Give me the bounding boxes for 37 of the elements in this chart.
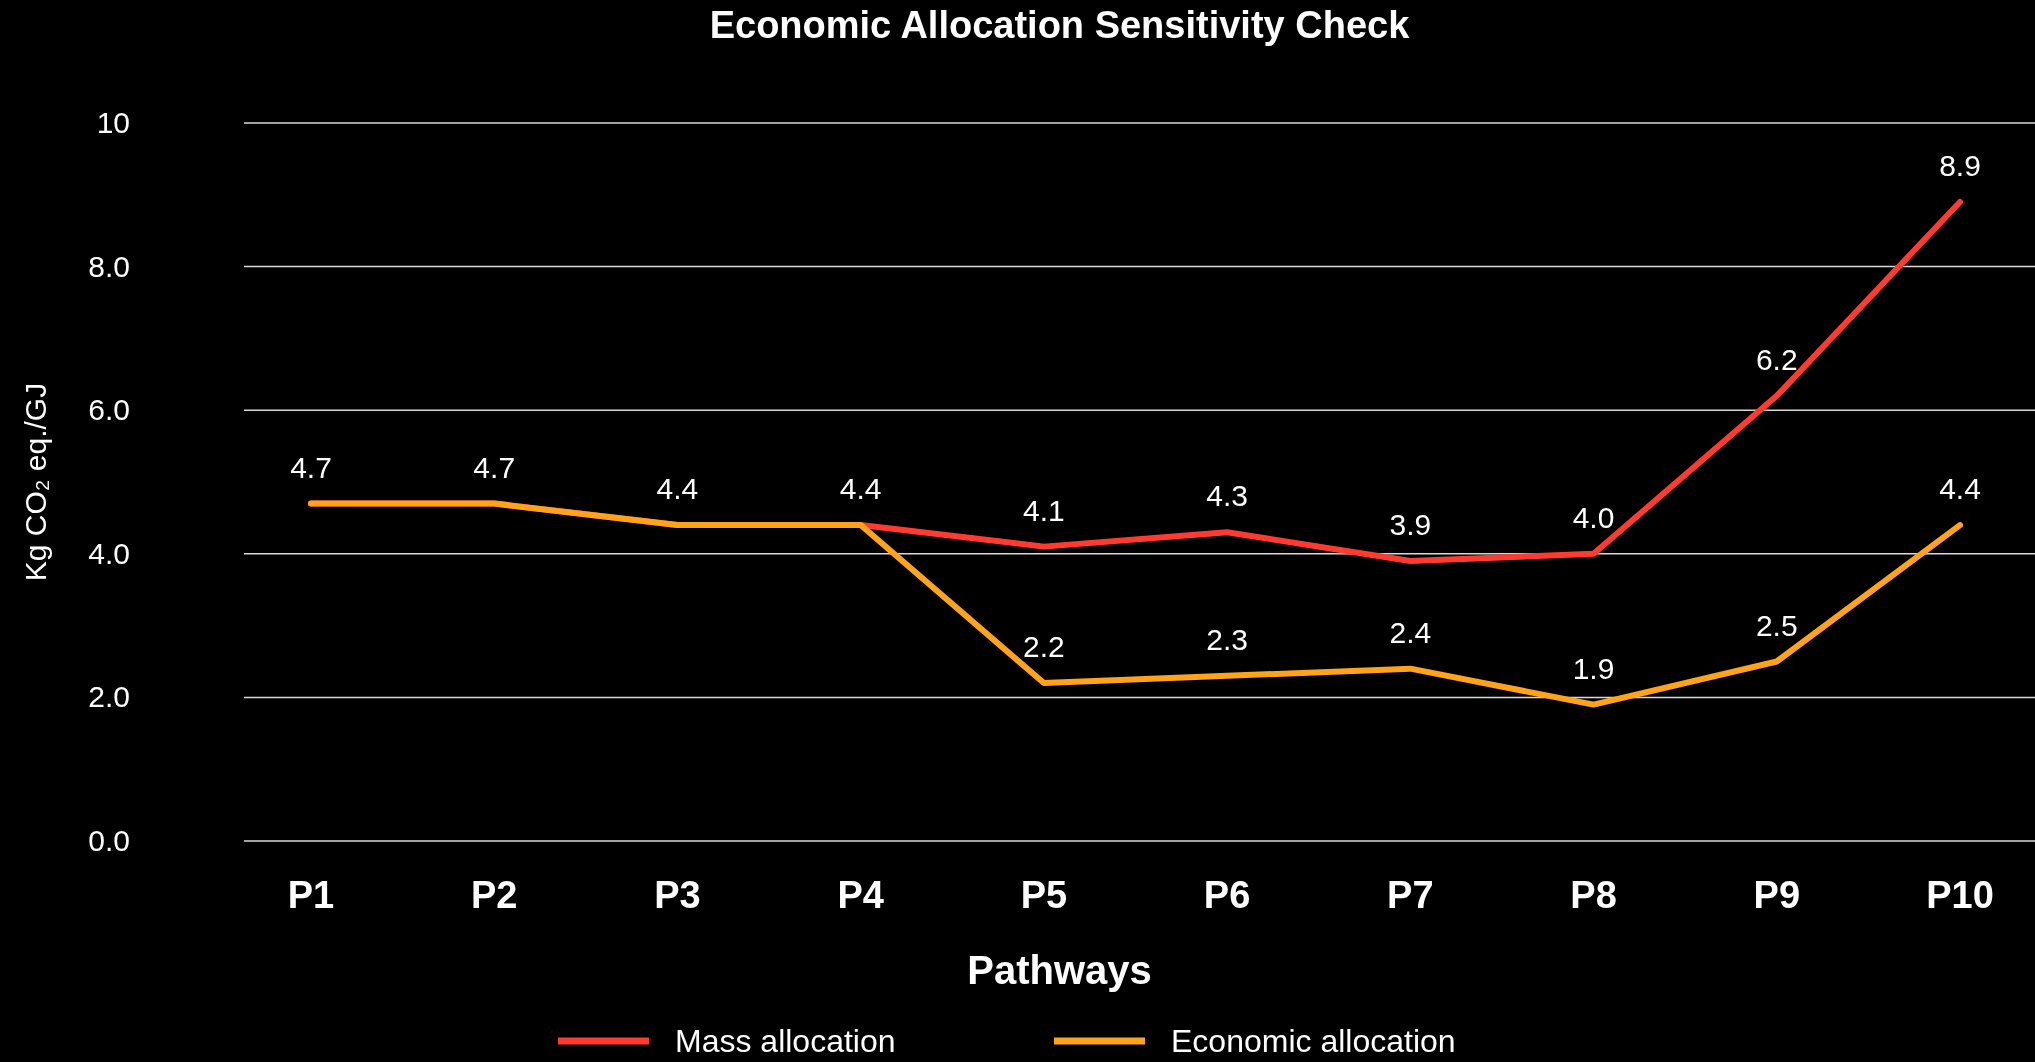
x-tick-label: P4 bbox=[837, 874, 884, 916]
y-tick-label: 8.0 bbox=[88, 249, 130, 283]
y-tick-label: 2.0 bbox=[88, 680, 130, 714]
x-tick-label: P5 bbox=[1020, 874, 1068, 916]
data-label: 3.9 bbox=[1389, 507, 1432, 541]
y-tick-label: 10 bbox=[96, 106, 130, 139]
data-label: 2.3 bbox=[1206, 622, 1248, 656]
y-tick-label: 4.0 bbox=[88, 536, 130, 570]
x-tick-label: P7 bbox=[1387, 874, 1434, 916]
data-label: 4.4 bbox=[839, 472, 882, 506]
data-label: 4.4 bbox=[656, 472, 699, 506]
legend-label: Mass allocation bbox=[675, 1023, 896, 1059]
data-label: 4.7 bbox=[290, 450, 332, 484]
data-label: 6.2 bbox=[1755, 342, 1798, 376]
data-label: 4.7 bbox=[473, 450, 516, 484]
data-label: 4.3 bbox=[1206, 479, 1248, 513]
y-axis-title: Kg CO₂ eq./GJ bbox=[19, 382, 52, 582]
data-label: 2.4 bbox=[1389, 615, 1432, 649]
x-tick-label: P10 bbox=[1926, 874, 1994, 916]
x-tick-label: P2 bbox=[470, 874, 518, 916]
legend-label: Economic allocation bbox=[1171, 1023, 1456, 1059]
x-axis-title: Pathways bbox=[967, 948, 1152, 992]
data-label: 2.5 bbox=[1755, 608, 1798, 642]
data-label: 2.2 bbox=[1023, 630, 1065, 664]
x-tick-label: P1 bbox=[287, 874, 335, 916]
x-tick-label: P3 bbox=[654, 874, 701, 916]
x-tick-label: P8 bbox=[1570, 874, 1617, 916]
x-tick-label: P9 bbox=[1753, 874, 1801, 916]
data-label: 4.0 bbox=[1572, 500, 1615, 534]
data-label: 8.9 bbox=[1939, 148, 1981, 182]
data-label: 4.1 bbox=[1023, 493, 1065, 527]
y-tick-label: 6.0 bbox=[88, 393, 130, 427]
x-tick-label: P6 bbox=[1203, 874, 1251, 916]
data-label: 4.4 bbox=[1939, 472, 1981, 506]
chart-title: Economic Allocation Sensitivity Check bbox=[709, 4, 1411, 46]
data-label: 1.9 bbox=[1572, 651, 1615, 685]
y-tick-label: 0.0 bbox=[88, 824, 130, 857]
